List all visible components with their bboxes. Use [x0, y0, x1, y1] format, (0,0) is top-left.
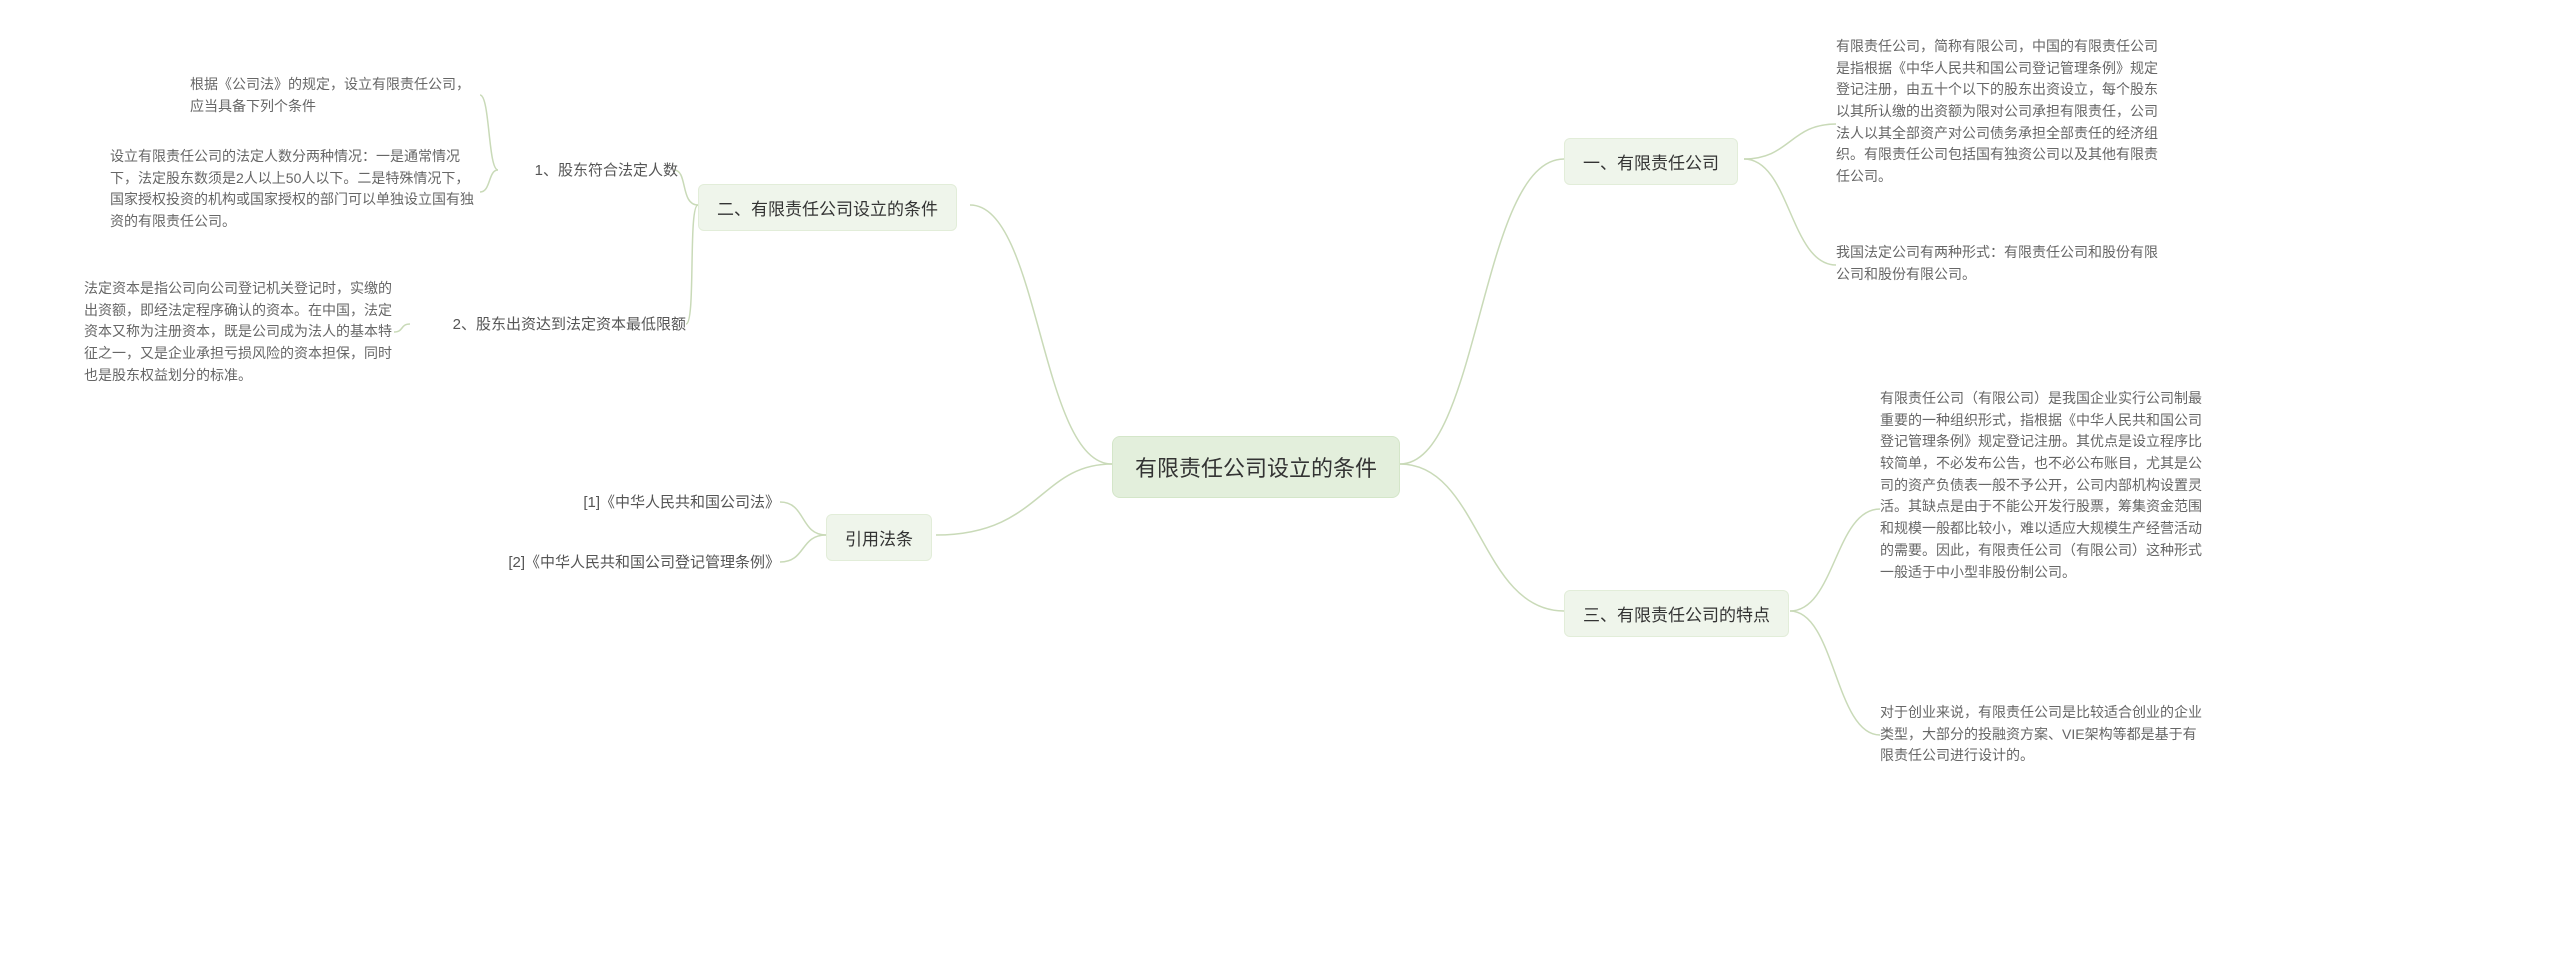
leaf-l1-1a: 根据《公司法》的规定，设立有限责任公司，应当具备下列个条件 [190, 74, 480, 117]
leaf-r1-2: 我国法定公司有两种形式：有限责任公司和股份有限公司和股份有限公司。 [1836, 242, 2166, 285]
leaf-l1-2a: 法定资本是指公司向公司登记机关登记时，实缴的出资额，即经法定程序确认的资本。在中… [84, 278, 394, 386]
branch-left-2[interactable]: 引用法条 [826, 514, 932, 561]
branch-right-1[interactable]: 一、有限责任公司 [1564, 138, 1738, 185]
leaf-r1-1: 有限责任公司，简称有限公司，中国的有限责任公司是指根据《中华人民共和国公司登记管… [1836, 36, 2166, 188]
leaf-l2-2: [2]《中华人民共和国公司登记管理条例》 [460, 552, 780, 574]
sub-l1-2[interactable]: 2、股东出资达到法定资本最低限额 [410, 314, 686, 336]
root-node[interactable]: 有限责任公司设立的条件 [1112, 436, 1400, 498]
branch-left-1[interactable]: 二、有限责任公司设立的条件 [698, 184, 957, 231]
branch-right-2[interactable]: 三、有限责任公司的特点 [1564, 590, 1789, 637]
leaf-r2-1: 有限责任公司（有限公司）是我国企业实行公司制最重要的一种组织形式，指根据《中华人… [1880, 388, 2210, 583]
leaf-r2-2: 对于创业来说，有限责任公司是比较适合创业的企业类型，大部分的投融资方案、VIE架… [1880, 702, 2210, 767]
leaf-l1-1b: 设立有限责任公司的法定人数分两种情况：一是通常情况下，法定股东数须是2人以上50… [110, 146, 480, 233]
sub-l1-1[interactable]: 1、股东符合法定人数 [498, 160, 678, 182]
leaf-l2-1: [1]《中华人民共和国公司法》 [520, 492, 780, 514]
mindmap-canvas: 有限责任公司设立的条件 一、有限责任公司 有限责任公司，简称有限公司，中国的有限… [0, 0, 2560, 953]
